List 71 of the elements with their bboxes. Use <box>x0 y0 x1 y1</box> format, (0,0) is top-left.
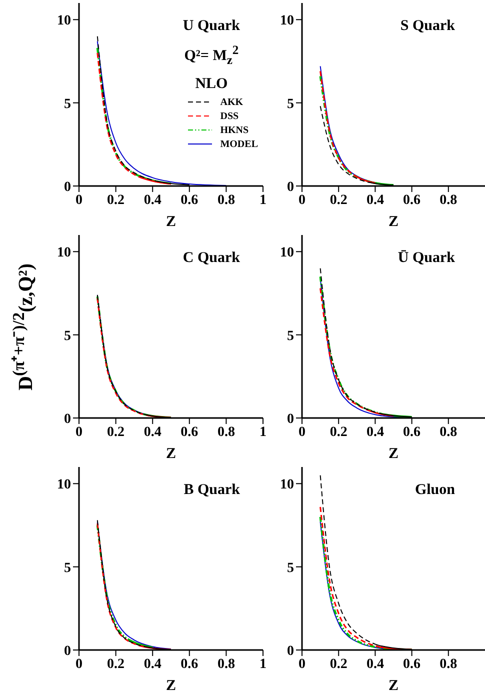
legend-label: MODEL <box>220 138 258 150</box>
annotation: Gluon <box>414 481 455 500</box>
x-axis-title: Z <box>388 214 399 230</box>
x-tick-label: 0 <box>76 192 82 208</box>
annotation: C Quark <box>182 249 240 268</box>
x-tick-label: 0.8 <box>217 656 235 672</box>
y-tick-label: 0 <box>64 180 71 195</box>
y-tick-label: 10 <box>280 478 294 493</box>
y-tick-label: 5 <box>287 96 294 112</box>
x-tick-label: 0.2 <box>330 424 348 440</box>
x-tick-label: 0.4 <box>144 424 162 440</box>
x-tick-label: 0.6 <box>403 424 421 440</box>
x-tick-label: 0 <box>76 424 82 440</box>
annotation: B Quark <box>184 481 240 500</box>
y-tick-label: 10 <box>280 14 294 29</box>
x-tick-label: 0.6 <box>180 192 198 208</box>
x-tick-label: 0.4 <box>366 656 384 672</box>
x-axis-title: Z <box>166 214 176 230</box>
annotation: Ū Quark <box>398 249 455 268</box>
y-tick-label: 0 <box>64 412 71 427</box>
line-series <box>320 287 394 417</box>
y-tick-label: 0 <box>287 644 294 659</box>
x-tick-label: 0.4 <box>366 424 384 440</box>
x-tick-label: 0 <box>298 192 306 208</box>
y-tick-label: 10 <box>280 246 294 261</box>
x-tick-label: 0.4 <box>366 192 384 208</box>
y-tick-label: 5 <box>64 328 71 344</box>
x-tick-label: 1 <box>260 656 266 672</box>
x-tick-label: 0.8 <box>440 192 458 208</box>
y-tick-label: 5 <box>64 96 71 112</box>
annotation: U Quark <box>182 17 240 36</box>
x-tick-label: 0.8 <box>440 656 458 672</box>
y-tick-label: 0 <box>287 412 294 427</box>
x-tick-label: 0 <box>76 656 82 672</box>
x-axis-title: Z <box>388 678 399 693</box>
y-tick-label: 10 <box>57 14 71 29</box>
x-axis-title: Z <box>388 446 399 462</box>
y-tick-label: 0 <box>287 180 294 195</box>
y-tick-label: 5 <box>287 560 294 576</box>
x-tick-label: 1 <box>260 424 266 440</box>
y-tick-label: 5 <box>287 328 294 344</box>
annotation: NLO <box>194 75 229 94</box>
x-tick-label: 0.6 <box>403 656 421 672</box>
x-tick-label: 0.2 <box>330 192 348 208</box>
x-tick-label: 0.2 <box>107 424 125 440</box>
line-series <box>320 70 376 184</box>
x-tick-label: 0.8 <box>217 192 235 208</box>
y-tick-label: 10 <box>57 478 71 493</box>
y-tick-label: 0 <box>64 644 71 659</box>
x-tick-label: 0.2 <box>107 192 125 208</box>
x-tick-label: 0.6 <box>180 424 198 440</box>
x-tick-label: 0.2 <box>330 656 348 672</box>
line-series <box>96 524 154 649</box>
x-tick-label: 0.8 <box>217 424 235 440</box>
x-tick-label: 0 <box>298 656 306 672</box>
x-tick-label: 0.8 <box>440 424 458 440</box>
x-tick-label: 0.6 <box>180 656 198 672</box>
x-tick-label: 0 <box>298 424 306 440</box>
x-tick-label: 0.2 <box>107 656 125 672</box>
legend-label: DSS <box>220 110 239 122</box>
x-tick-label: 0.6 <box>403 192 421 208</box>
x-tick-label: 0.4 <box>144 656 162 672</box>
x-axis-title: Z <box>166 678 176 693</box>
y-tick-label: 5 <box>64 560 71 576</box>
annotation: S Quark <box>400 17 455 36</box>
legend-label: AKK <box>220 96 243 108</box>
legend-label: HKNS <box>220 124 249 136</box>
x-tick-label: 0.4 <box>144 192 162 208</box>
x-tick-label: 1 <box>260 192 266 208</box>
x-axis-title: Z <box>166 446 176 462</box>
y-tick-label: 10 <box>57 246 71 261</box>
